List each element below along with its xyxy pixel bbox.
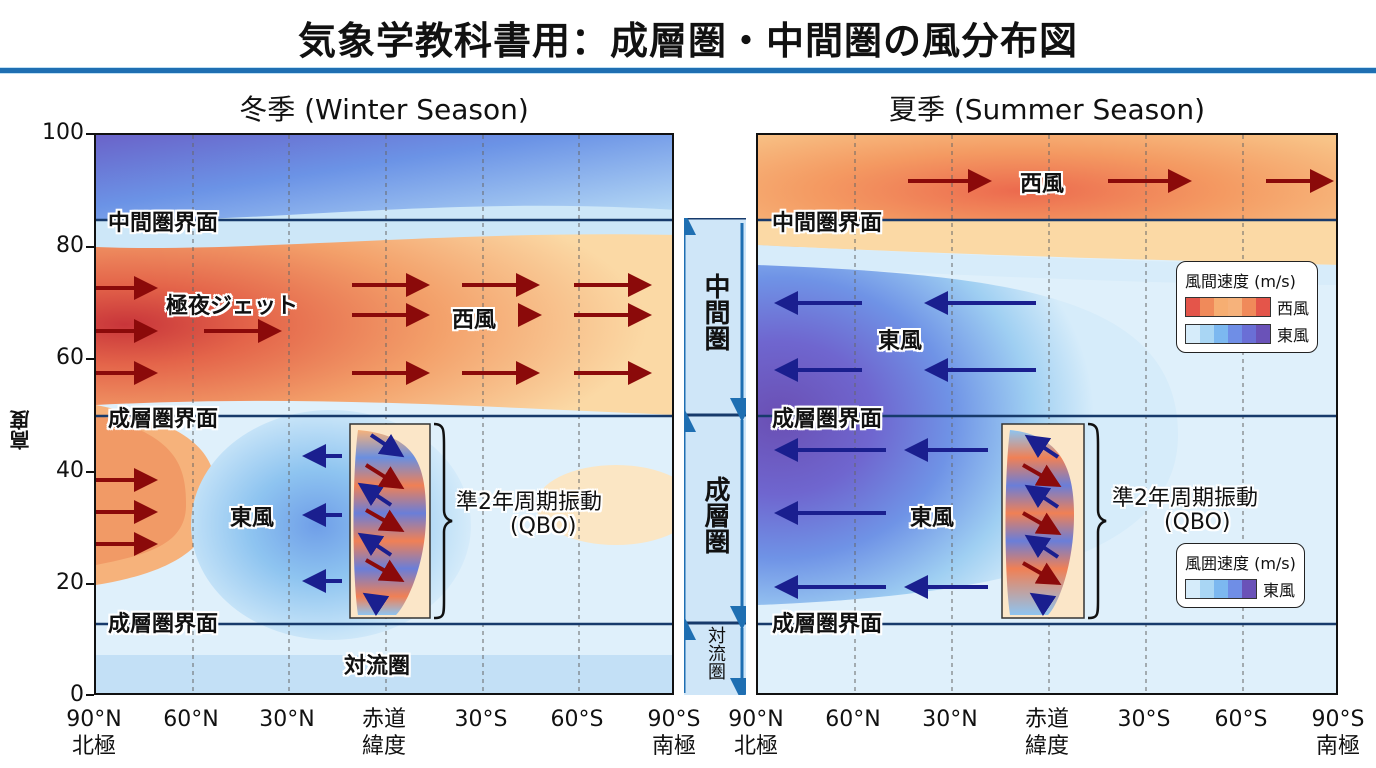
westerly-colorbar [1185,297,1271,317]
y-tick: 80 [56,233,84,258]
x-tick: 60°S [550,707,604,732]
summer-easterly-upper-label: 東風 [878,329,923,354]
winter-easterly-label: 東風 [230,506,275,531]
x-tick: 赤道 [361,707,406,732]
winter-qbo-label: 準2年周期振動 [456,490,602,515]
x-tick: 90°S [1311,707,1365,732]
summer-qbo-abbr: (QBO) [1164,510,1231,535]
winter-mesopause-label: 中間圏界面 [108,211,219,236]
summer-westerly-label: 西風 [1020,172,1065,197]
x-tick: 60°N [825,707,881,732]
title-divider [0,68,1376,73]
mesosphere-label: 中間圏 [700,273,730,351]
x-tick: 60°N [163,707,219,732]
legend-west-label: 西風 [1277,299,1310,318]
easterly-colorbar [1185,579,1257,599]
y-tick: 0 [70,682,84,707]
atmosphere-layer-column: 中間圏 成層圏 対流圏 [684,218,746,695]
winter-plot [94,133,674,695]
summer-qbo-label: 準2年周期振動 [1112,486,1258,511]
y-tick: 40 [56,458,84,483]
x-tick: 赤道 [1024,707,1069,732]
winter-westerly-label: 西風 [452,308,497,333]
winter-stratopause-label: 成層圏界面 [108,407,219,432]
y-tick: 60 [56,345,84,370]
legend-wind-speed-lower: 風囲速度 (m/s) 東風 [1176,543,1305,608]
summer-panel-title: 夏季 (Summer Season) [888,93,1206,126]
legend-east-label: 東風 [1263,581,1296,600]
troposphere-label: 対流圏 [344,654,411,679]
legend-east-label: 東風 [1277,326,1310,345]
x-tick: 30°N [259,707,315,732]
polar-night-jet-label: 極夜ジェット [166,294,299,319]
y-tick: 100 [42,120,84,145]
x-tick: 60°S [1214,707,1268,732]
winter-tropopause-label: 成層圏界面 [108,612,219,637]
legend-title: 風間速度 (m/s) [1185,272,1296,291]
winter-wind-field [96,135,672,693]
summer-stratopause-label: 成層圏界面 [772,407,883,432]
x-tick: 30°S [454,707,508,732]
x-tick: 30°S [1117,707,1171,732]
page-title: 気象学教科書用：成層圏・中間圏の風分布図 [297,19,1078,63]
x-tick: 90°N [66,707,122,732]
legend-wind-speed-upper: 風間速度 (m/s) 西風 東風 [1176,261,1319,353]
summer-wind-field [758,135,1336,693]
summer-tropopause-label: 成層圏界面 [772,612,883,637]
summer-easterly-lower-label: 東風 [910,506,955,531]
legend-title: 風囲速度 (m/s) [1185,554,1296,573]
summer-plot [756,133,1338,695]
y-tick: 20 [56,570,84,595]
winter-qbo-abbr: (QBO) [510,514,577,539]
y-axis-label: 高度 [9,410,33,450]
summer-mesopause-label: 中間圏界面 [772,211,883,236]
troposphere-column-label: 対流圏 [705,626,726,680]
stratosphere-label: 成層圏 [700,476,730,554]
winter-panel-title: 冬季 (Winter Season) [239,93,529,126]
x-tick: 90°S [647,707,701,732]
x-tick: 90°N [728,707,784,732]
easterly-colorbar [1185,324,1271,344]
x-tick: 30°N [922,707,978,732]
